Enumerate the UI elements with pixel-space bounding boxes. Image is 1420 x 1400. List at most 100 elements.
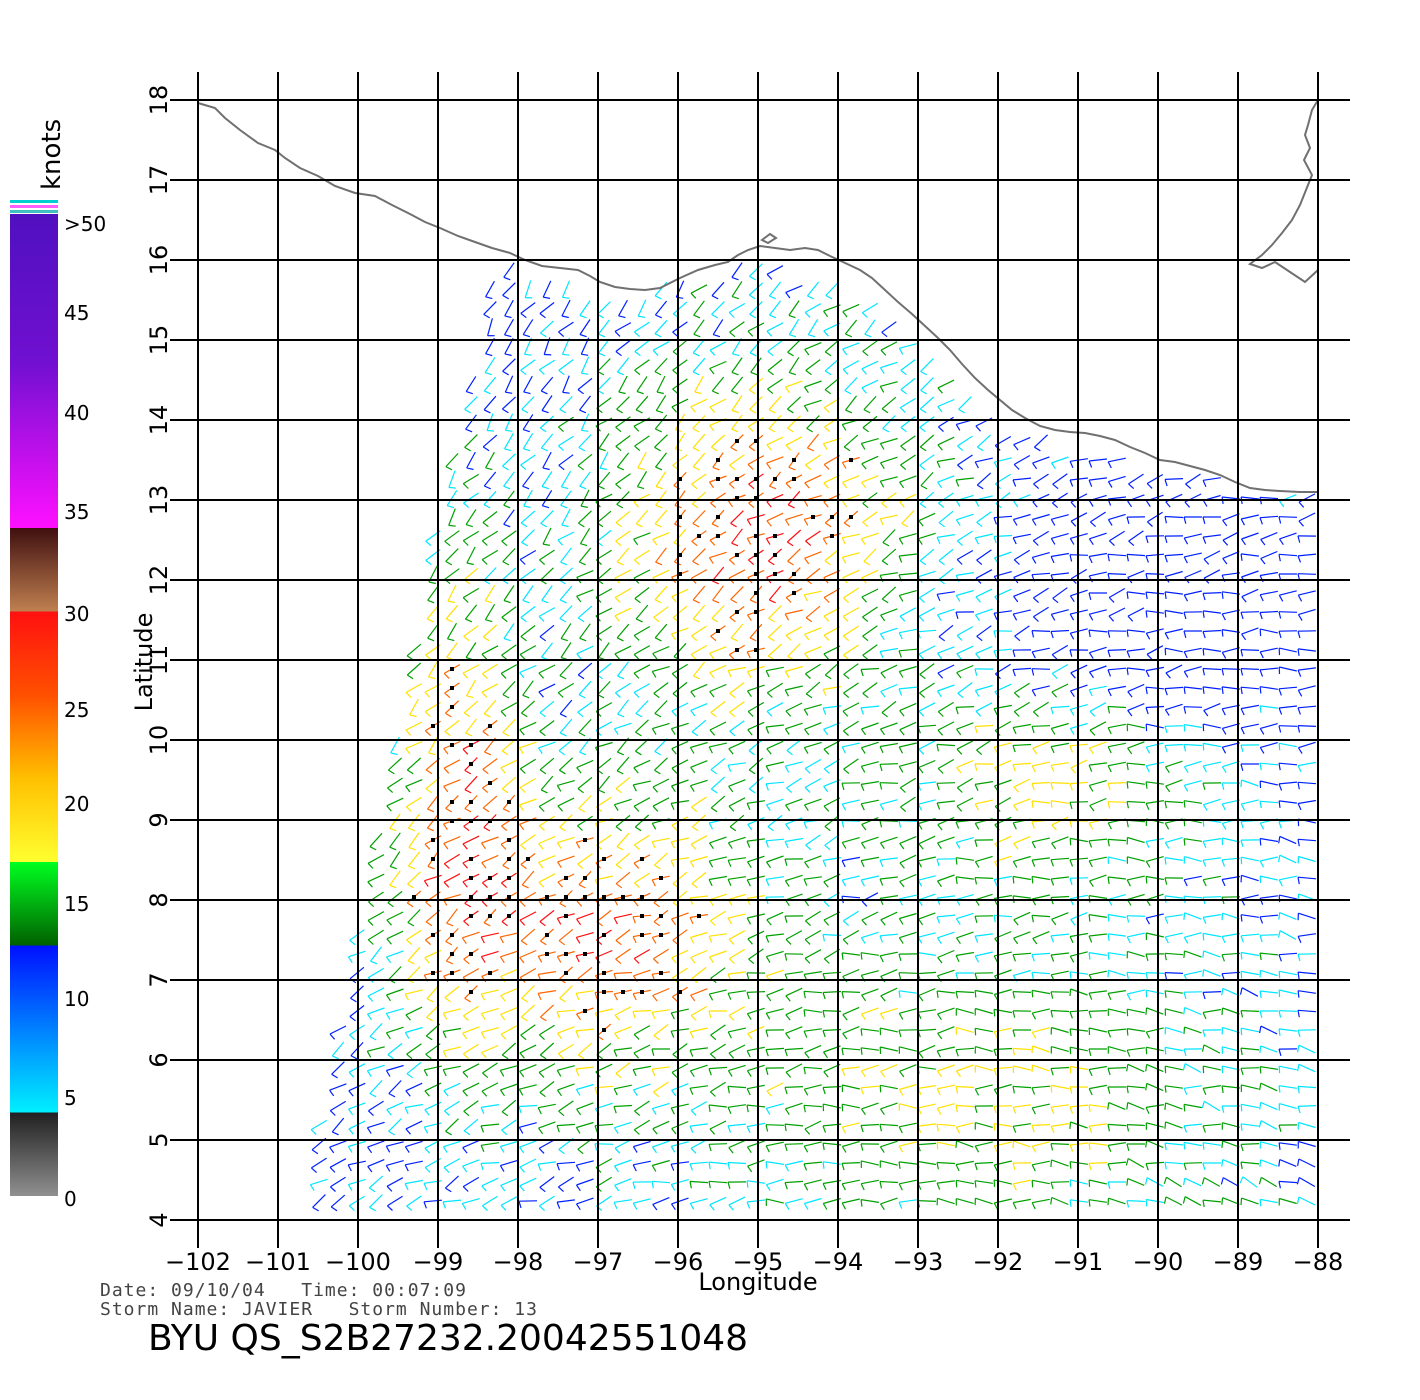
wind-barb <box>804 929 822 941</box>
wind-barb-flag <box>1222 519 1228 527</box>
wind-barb-flag <box>615 426 622 433</box>
wind-barb <box>443 1140 461 1148</box>
wind-barb <box>900 796 916 808</box>
wind-barb <box>1146 932 1164 938</box>
wind-barb-flag <box>1278 763 1281 771</box>
wind-barb-flag <box>746 1180 749 1188</box>
wind-barb-flag <box>541 599 549 604</box>
wind-barb-flag <box>974 916 978 924</box>
wind-barb-flag <box>480 1125 485 1133</box>
wind-barb <box>937 949 955 959</box>
wind-barb-flag <box>937 1032 943 1040</box>
wind-barb-flag <box>557 539 563 546</box>
wind-barb-flag <box>785 804 791 812</box>
wind-barb <box>577 662 593 676</box>
wind-barb-flag <box>539 769 547 775</box>
latitude-tick: 14 <box>145 405 173 436</box>
wind-barb <box>727 666 747 672</box>
wind-barb-flag <box>1202 668 1205 676</box>
wind-barb-flag <box>880 672 886 679</box>
wind-barb <box>1184 970 1202 976</box>
wind-barb <box>596 757 612 771</box>
wind-barb-flag <box>1164 479 1168 487</box>
wind-barb <box>975 1027 993 1033</box>
wind-barb-flag <box>841 820 845 828</box>
wind-barb-flag <box>634 598 641 604</box>
wind-barb-flag <box>1088 785 1094 792</box>
wind-barb-flag <box>1069 632 1075 640</box>
wind-barb <box>974 877 994 879</box>
wind-barb <box>633 1119 651 1131</box>
wind-barb <box>538 1139 556 1149</box>
wind-barb-flag <box>974 803 979 811</box>
wind-barb <box>1165 647 1183 653</box>
wind-barb-flag <box>483 579 491 585</box>
wind-barb-flag <box>765 783 769 791</box>
wind-barb-flag <box>746 1201 751 1209</box>
wind-barb-flag <box>936 937 942 945</box>
wind-barb-flag <box>671 1071 678 1078</box>
wind-barb <box>576 759 594 769</box>
wind-barb-flag <box>845 333 853 338</box>
wind-barb-flag <box>823 634 830 641</box>
wind-barb <box>310 1178 328 1186</box>
wind-barb-flag <box>1013 786 1019 793</box>
wind-barb-flag <box>1278 879 1283 887</box>
wind-barb-flag <box>861 1108 866 1116</box>
wind-barb-flag <box>1164 709 1170 716</box>
wind-barb-flag <box>976 635 983 642</box>
wind-barb <box>957 530 973 542</box>
wind-barb-flag <box>483 713 491 718</box>
wind-barb <box>596 834 612 846</box>
wind-barb <box>803 1161 823 1165</box>
wind-barb <box>520 1004 536 1018</box>
wind-barb-flag <box>789 372 797 376</box>
wind-barb-flag <box>1259 517 1263 525</box>
wind-barb <box>842 1122 860 1128</box>
wind-barb-flag <box>690 654 697 660</box>
rain-flag-marker <box>583 895 587 899</box>
wind-barb <box>1052 492 1068 504</box>
wind-barb-flag <box>1298 501 1305 508</box>
wind-barb-flag <box>955 479 960 487</box>
wind-barb-flag <box>1012 954 1016 962</box>
wind-barb <box>672 890 688 904</box>
wind-barb-flag <box>746 538 752 545</box>
wind-barb <box>974 724 994 728</box>
wind-barb-flag <box>503 808 510 813</box>
wind-barb <box>804 1179 822 1185</box>
wind-barb <box>1127 591 1145 595</box>
wind-barb <box>918 987 936 997</box>
wind-barb <box>1279 835 1297 845</box>
wind-barb <box>542 451 552 469</box>
wind-barb-flag <box>637 486 645 490</box>
wind-barb <box>672 301 688 315</box>
wind-barb-flag <box>936 461 941 469</box>
wind-barb <box>693 319 705 335</box>
wind-barb <box>690 1027 708 1033</box>
wind-barb-flag <box>1070 767 1076 774</box>
wind-barb <box>785 722 803 730</box>
wind-barb <box>861 1179 879 1185</box>
wind-barb-flag <box>484 751 492 756</box>
wind-barb-flag <box>423 1201 427 1209</box>
wind-barb <box>329 1100 347 1112</box>
wind-barb <box>653 948 669 960</box>
wind-barb-flag <box>613 728 619 735</box>
wind-barb-flag <box>522 485 530 490</box>
wind-barb <box>443 759 461 769</box>
wind-barb-flag <box>404 993 410 1001</box>
wind-barb <box>633 683 651 693</box>
wind-barb <box>690 1101 708 1111</box>
wind-barb-flag <box>841 537 846 545</box>
wind-barb-flag <box>1107 706 1111 714</box>
wind-barb <box>367 929 385 941</box>
wind-barb-flag <box>501 921 508 927</box>
wind-barb-flag <box>898 820 902 828</box>
wind-barb <box>1146 761 1164 767</box>
wind-barb <box>539 757 555 771</box>
wind-barb-flag <box>1259 838 1262 846</box>
wind-barb-flag <box>862 502 869 509</box>
wind-barb <box>956 797 974 807</box>
wind-barb <box>557 1026 575 1034</box>
